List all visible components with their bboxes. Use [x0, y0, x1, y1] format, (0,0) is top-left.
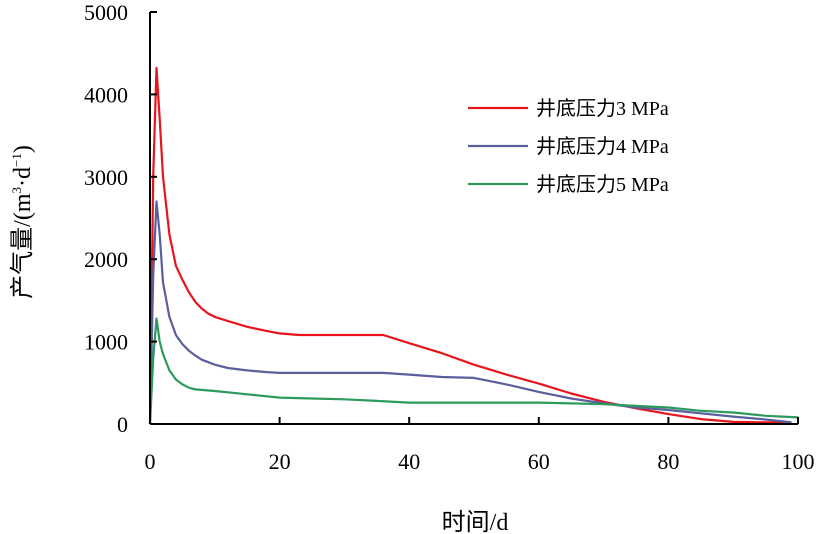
y-axis-title-main: 产气量/(m	[9, 193, 36, 299]
y-axis-title-sup1: 3	[9, 187, 24, 194]
legend: 井底压力3 MPa 井底压力4 MPa 井底压力5 MPa	[468, 97, 669, 196]
x-tick-label: 100	[782, 449, 815, 474]
series-line-2	[148, 200, 792, 425]
x-tick-label: 0	[145, 449, 156, 474]
x-tick-label: 40	[398, 449, 420, 474]
legend-label-1: 井底压力3 MPa	[536, 97, 669, 120]
x-tick-label: 20	[269, 449, 291, 474]
y-axis-title-mid: ·d	[10, 167, 36, 187]
x-axis-title: 时间/d	[442, 509, 509, 534]
axes	[149, 12, 798, 425]
y-tick-label: 4000	[84, 82, 128, 107]
series-lines	[148, 66, 799, 425]
y-tick-label: 1000	[84, 330, 128, 355]
y-ticks: 0 1000 2000 3000 4000 5000	[84, 0, 157, 437]
x-tick-label: 80	[657, 449, 679, 474]
y-tick-label: 2000	[84, 247, 128, 272]
series-line-3	[148, 317, 799, 425]
y-tick-label: 0	[117, 412, 128, 437]
y-tick-label: 3000	[84, 165, 128, 190]
y-axis-title-sup2: −1	[9, 153, 24, 167]
y-axis-title: 产气量/(m3·d−1)	[9, 145, 36, 299]
y-axis-title-end: )	[10, 145, 36, 153]
legend-label-2: 井底压力4 MPa	[536, 135, 669, 158]
x-ticks: 0 20 40 60 80 100	[145, 417, 815, 474]
x-tick-label: 60	[528, 449, 550, 474]
y-tick-label: 5000	[84, 0, 128, 25]
legend-label-3: 井底压力5 MPa	[536, 173, 669, 196]
